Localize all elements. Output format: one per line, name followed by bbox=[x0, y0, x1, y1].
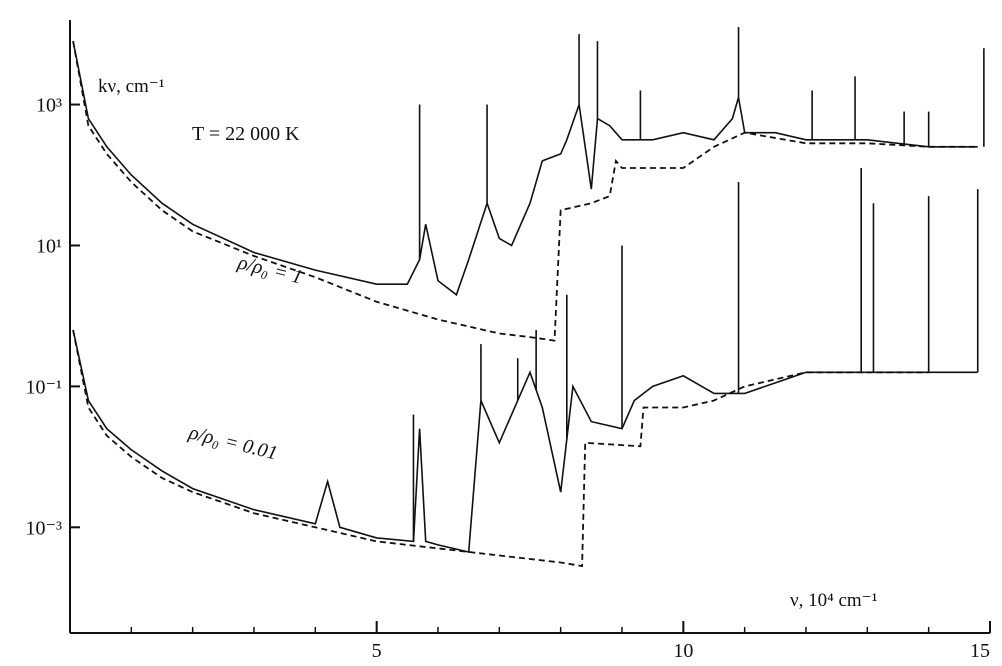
y-tick-label: 10⁻¹ bbox=[25, 376, 62, 398]
y-axis-label: kν, cm⁻¹ bbox=[98, 76, 165, 97]
series-line-3 bbox=[72, 329, 929, 568]
series-layer bbox=[72, 40, 978, 568]
series-line-1 bbox=[72, 40, 978, 342]
y-tick-label: 10³ bbox=[36, 95, 62, 117]
density-annotation-001: ρ/ρ₀ = 0.01 bbox=[186, 421, 280, 464]
x-tick-label: 10 bbox=[673, 640, 693, 662]
series-line-2 bbox=[72, 329, 978, 553]
x-axis-label: ν, 10⁴ cm⁻¹ bbox=[790, 590, 878, 611]
y-tick-label: 10¹ bbox=[36, 235, 62, 257]
plot-axes bbox=[69, 20, 990, 634]
series-line-0 bbox=[72, 40, 978, 297]
temperature-annotation: T = 22 000 K bbox=[192, 123, 300, 145]
ticks-layer: 5 10 15 10³ 10¹ 10⁻¹ 10⁻³ bbox=[25, 95, 991, 662]
x-tick-label: 5 bbox=[372, 640, 382, 662]
spike-layer bbox=[412, 27, 985, 542]
x-tick-label: 15 bbox=[970, 640, 990, 662]
y-tick-label: 10⁻³ bbox=[25, 517, 62, 539]
